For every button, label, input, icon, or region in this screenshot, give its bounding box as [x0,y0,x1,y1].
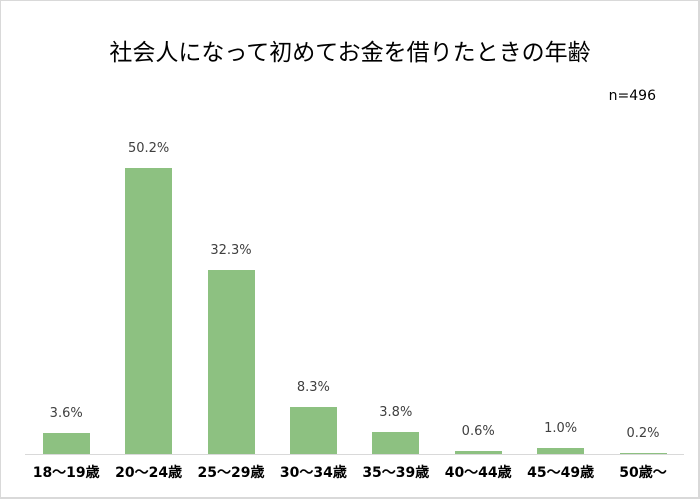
sample-size-label: n=496 [608,88,656,104]
bar [42,433,90,454]
bar [619,453,667,454]
x-tick-label: 18〜19歳 [32,465,100,481]
x-tick-label: 30〜34歳 [279,465,347,481]
bar [289,407,337,454]
x-tick-label: 50歳〜 [619,465,667,481]
x-tick-label: 20〜24歳 [115,465,183,481]
data-label: 8.3% [296,380,330,395]
data-label: 32.3% [210,243,252,258]
data-label: 0.6% [461,424,495,439]
data-label: 0.2% [626,426,660,441]
data-label: 3.6% [49,406,83,421]
x-tick-label: 45〜49歳 [527,465,595,481]
x-axis-line [25,454,684,455]
x-tick-label: 40〜44歳 [444,465,512,481]
bar [454,451,502,454]
bar [125,168,173,454]
data-label: 1.0% [544,421,578,436]
bar [372,432,420,454]
data-label: 50.2% [127,141,170,156]
x-tick-label: 35〜39歳 [362,465,430,481]
bar [537,448,585,454]
x-tick-label: 25〜29歳 [197,465,265,481]
data-label: 3.8% [379,405,413,420]
bar [207,270,255,454]
chart-title: 社会人になって初めてお金を借りたときの年齢 [109,40,591,66]
